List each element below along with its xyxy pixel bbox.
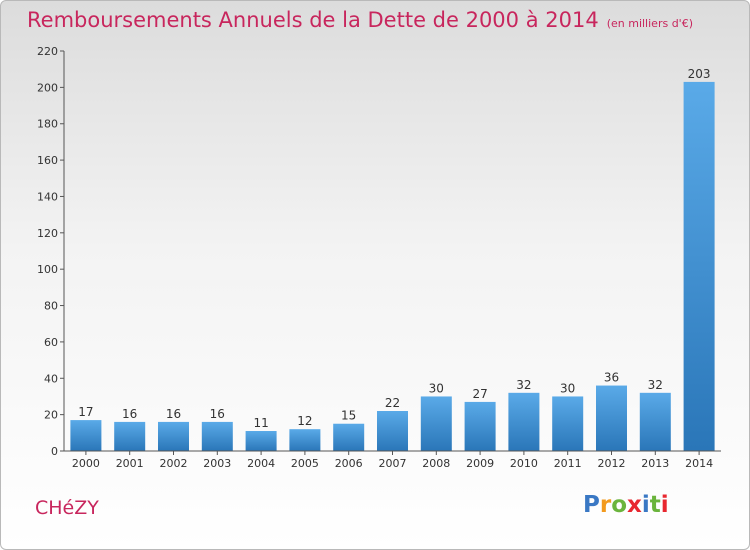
bar-2012: [596, 385, 627, 451]
x-tick-label: 2011: [554, 457, 582, 470]
proxiti-logo: Proxiti: [583, 492, 669, 518]
bar-value-label: 36: [604, 371, 619, 385]
bar-value-label: 16: [122, 407, 137, 421]
bar-2010: [508, 392, 540, 451]
y-tick-label: 0: [51, 445, 58, 458]
y-axis: 0 20 40 60 80 100 120 140 160 180 200 220: [37, 45, 65, 458]
bar-value-label: 17: [78, 405, 93, 419]
bar-value-label: 30: [560, 381, 575, 395]
bar-2008: [420, 396, 452, 451]
x-axis: 2000 2001 2002 2003 2004 2005 2006 2007 2008 2009…: [64, 450, 721, 470]
x-tick-label: 2000: [72, 457, 100, 470]
x-tick-label: 2002: [160, 457, 188, 470]
logo-letter: o: [611, 492, 628, 518]
x-tick-label: 2013: [641, 457, 669, 470]
chart-subtitle: (en milliers d'€): [606, 17, 693, 30]
y-tick-label: 160: [37, 154, 58, 167]
chart-title-block: Remboursements Annuels de la Dette de 20…: [27, 8, 693, 32]
logo-letter: x: [627, 492, 642, 518]
bar-2002: [158, 421, 189, 451]
x-tick-label: 2010: [510, 457, 538, 470]
bar-value-label: 27: [472, 387, 487, 401]
logo-letter: i: [660, 492, 669, 518]
x-tick-label: 2004: [247, 457, 275, 470]
bar-value-label: 32: [648, 378, 663, 392]
bar-value-label: 15: [341, 409, 356, 423]
bar-2001: [114, 421, 146, 451]
logo-letter: t: [649, 492, 661, 518]
y-tick-label: 200: [37, 81, 58, 94]
bar-value-label: 16: [210, 407, 225, 421]
bar-2011: [552, 396, 584, 451]
y-tick-label: 80: [44, 300, 58, 313]
bar-value-label: 203: [688, 67, 711, 81]
bar-2014: [683, 81, 715, 451]
bar-value-label: 30: [429, 381, 444, 395]
bar-2013: [639, 392, 671, 451]
x-tick-label: 2005: [291, 457, 319, 470]
y-tick-label: 220: [37, 45, 58, 58]
logo-letter: i: [641, 492, 650, 518]
bar-2005: [289, 429, 321, 451]
chart-title: Remboursements Annuels de la Dette de 20…: [27, 8, 599, 32]
bar-value-label: 32: [516, 378, 531, 392]
y-tick-label: 100: [37, 263, 58, 276]
bar-2009: [464, 401, 496, 451]
bar-value-label: 16: [166, 407, 181, 421]
logo-letter: P: [583, 492, 600, 518]
y-tick-label: 120: [37, 227, 58, 240]
bar-2004: [245, 431, 277, 451]
town-name: CHéZY: [35, 497, 99, 519]
x-tick-label: 2003: [203, 457, 231, 470]
x-tick-label: 2006: [335, 457, 363, 470]
x-tick-label: 2009: [466, 457, 494, 470]
bar-2006: [333, 423, 365, 451]
x-tick-label: 2001: [116, 457, 144, 470]
bar-value-label: 22: [385, 396, 400, 410]
bars: 17 16 16 16 11 12 15 22 30 27 32 30 36 32 203: [70, 67, 715, 451]
bar-2007: [377, 411, 408, 451]
bar-value-label: 12: [297, 414, 312, 428]
x-tick-label: 2007: [379, 457, 407, 470]
y-tick-label: 180: [37, 118, 58, 131]
bar-2000: [70, 420, 102, 451]
y-tick-label: 140: [37, 190, 58, 203]
y-tick-label: 40: [44, 372, 58, 385]
bar-2003: [201, 421, 233, 451]
bar-value-label: 11: [253, 416, 268, 430]
x-tick-label: 2012: [598, 457, 626, 470]
x-tick-label: 2008: [422, 457, 450, 470]
y-tick-label: 20: [44, 409, 58, 422]
logo-letter: r: [599, 492, 612, 518]
x-tick-label: 2014: [685, 457, 713, 470]
y-tick-label: 60: [44, 336, 58, 349]
